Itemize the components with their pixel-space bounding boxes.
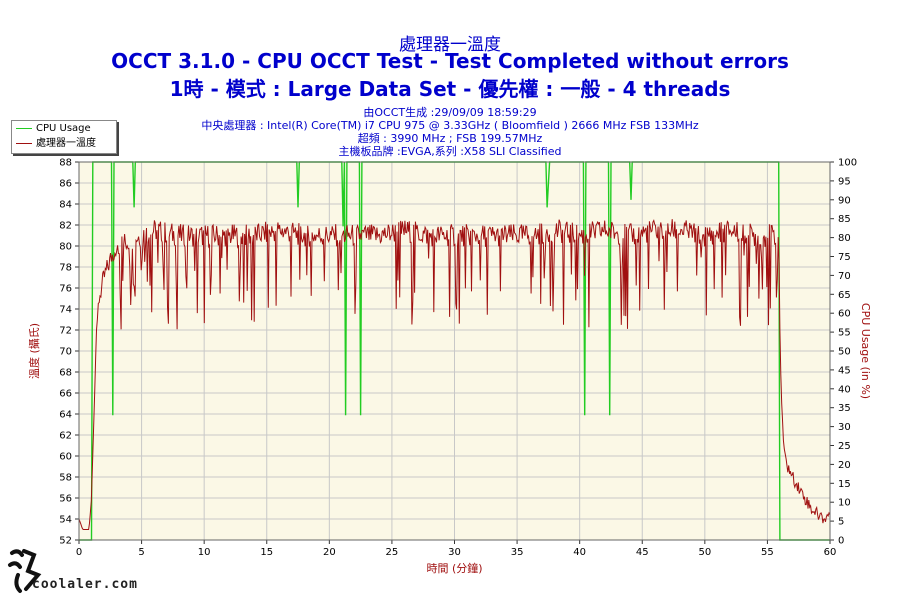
tick-label-y-right: 65 (838, 290, 851, 301)
tick-label-y-left: 54 (59, 515, 72, 526)
tick-label-y-right: 40 (838, 384, 851, 395)
tick-label-y-right: 45 (838, 365, 851, 376)
tick-label-y-right: 25 (838, 441, 851, 452)
tick-label-x: 35 (511, 547, 524, 558)
chart-subtitle-mode: 1時 - 模式 : Large Data Set - 優先權 : 一般 - 4 … (169, 77, 731, 101)
tick-label-y-right: 75 (838, 252, 851, 263)
tick-label-y-left: 70 (59, 347, 72, 358)
tick-label-y-right: 90 (838, 195, 851, 206)
watermark-logo: coolaler.com (4, 545, 164, 597)
tick-label-y-left: 82 (59, 221, 72, 232)
tick-label-x: 10 (198, 547, 211, 558)
legend: CPU Usage 處理器一溫度 (11, 120, 117, 154)
tick-label-x: 40 (573, 547, 586, 558)
tick-label-y-right: 50 (838, 347, 851, 358)
tick-label-x: 45 (636, 547, 649, 558)
tick-label-y-left: 64 (59, 410, 72, 421)
legend-item-temperature: 處理器一溫度 (16, 137, 96, 151)
tick-label-x: 5 (138, 547, 144, 558)
tick-label-y-right: 80 (838, 233, 851, 244)
legend-label-cpu-usage: CPU Usage (36, 123, 91, 134)
y-axis-left-label: 溫度 (攝氏) (27, 323, 41, 379)
tick-label-y-left: 74 (59, 305, 72, 316)
tick-label-x: 30 (448, 547, 461, 558)
tick-label-x: 55 (761, 547, 774, 558)
chart-subtitle-test: OCCT 3.1.0 - CPU OCCT Test - Test Comple… (111, 49, 789, 73)
tick-label-y-right: 70 (838, 271, 851, 282)
y-axis-right-label: CPU Usage (in %) (859, 303, 872, 399)
tick-label-y-right: 95 (838, 176, 851, 187)
tick-label-y-right: 5 (838, 517, 844, 528)
tick-label-x: 25 (386, 547, 399, 558)
axes: 52 54 56 58 60 62 64 66 68 70 72 74 76 78 80 82 84 86 88 0 5… (59, 158, 857, 559)
tick-label-y-right: 100 (838, 158, 857, 169)
x-axis-label: 時間 (分鐘) (426, 561, 482, 575)
tick-label-y-left: 56 (59, 494, 72, 505)
tick-label-y-left: 80 (59, 242, 72, 253)
tick-label-y-left: 68 (59, 368, 72, 379)
tick-label-y-left: 62 (59, 431, 72, 442)
tick-label-x: 20 (323, 547, 336, 558)
tick-label-y-left: 72 (59, 326, 72, 337)
tick-label-y-right: 60 (838, 309, 851, 320)
legend-swatch-temperature (16, 142, 32, 144)
info-overclock: 超頻 : 3990 MHz ; FSB 199.57MHz (357, 132, 543, 145)
tick-label-y-left: 76 (59, 284, 72, 295)
info-cpu: 中央處理器 : Intel(R) Core(TM) i7 CPU 975 @ 3… (201, 119, 699, 132)
watermark-brush-icon (8, 549, 42, 593)
legend-swatch-cpu-usage (16, 127, 32, 129)
tick-label-y-right: 20 (838, 460, 851, 471)
tick-label-y-left: 60 (59, 452, 72, 463)
tick-label-y-left: 84 (59, 200, 72, 211)
tick-label-x: 0 (76, 547, 82, 558)
tick-label-y-right: 15 (838, 479, 851, 490)
chart-title: 處理器一溫度 (399, 35, 501, 55)
info-generated: 由OCCT生成 :29/09/09 18:59:29 (363, 106, 537, 119)
tick-label-y-right: 35 (838, 403, 851, 414)
tick-label-y-right: 55 (838, 328, 851, 339)
tick-label-y-left: 52 (59, 536, 72, 547)
tick-label-y-left: 88 (59, 158, 72, 169)
tick-label-y-right: 30 (838, 422, 851, 433)
plot-border (78, 161, 831, 541)
legend-label-temperature: 處理器一溫度 (36, 138, 96, 149)
tick-label-y-left: 78 (59, 263, 72, 274)
tick-label-x: 15 (260, 547, 273, 558)
tick-label-x: 60 (824, 547, 837, 558)
tick-label-x: 50 (698, 547, 711, 558)
legend-item-cpu-usage: CPU Usage (16, 122, 91, 136)
tick-label-y-left: 86 (59, 179, 72, 190)
tick-label-y-right: 85 (838, 214, 851, 225)
tick-label-y-left: 58 (59, 473, 72, 484)
tick-label-y-right: 10 (838, 498, 851, 509)
series-temperature-line (78, 219, 831, 530)
tick-label-y-right: 0 (838, 536, 844, 547)
info-motherboard: 主機板品牌 :EVGA,系列 :X58 SLI Classified (338, 145, 562, 158)
tick-label-y-left: 66 (59, 389, 72, 400)
watermark-text: coolaler.com (32, 577, 138, 592)
